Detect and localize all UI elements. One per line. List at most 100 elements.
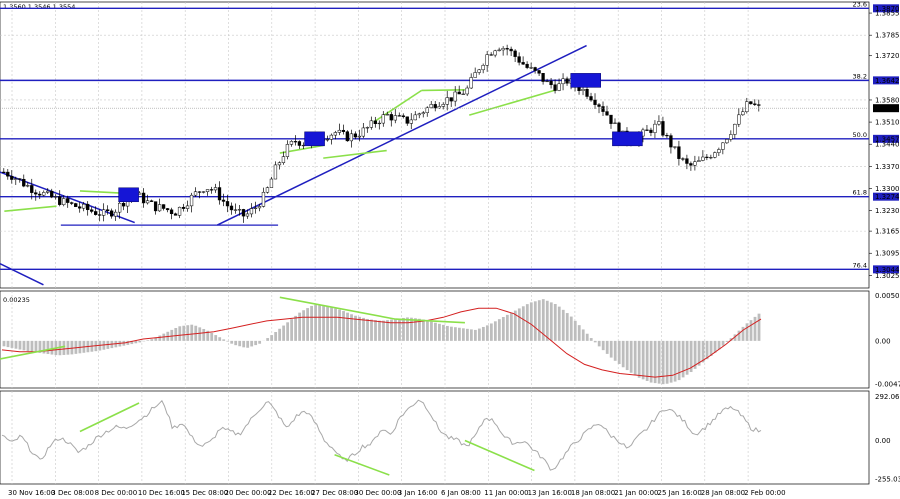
candle-body [525, 63, 529, 68]
candle-body [86, 203, 90, 211]
cci-tick-label: -255.0343 [875, 475, 900, 483]
candle-body [505, 48, 509, 50]
candle-body [745, 101, 749, 113]
candle-body [673, 146, 677, 148]
candle-body [489, 54, 493, 56]
candle-body [753, 103, 757, 105]
macd-green-divergence-line [0, 345, 66, 360]
price-tick-label: 1.3300 [875, 185, 900, 193]
candle-body [98, 214, 102, 216]
candle-body [393, 115, 397, 121]
candle-body [117, 202, 122, 213]
price-tick-label: 1.3230 [875, 207, 900, 215]
candle-body [669, 135, 673, 148]
candle-body [46, 190, 50, 193]
candle-body [585, 88, 589, 97]
macd-green-divergence-line [395, 318, 465, 324]
candle-body [221, 199, 226, 202]
candle-body [693, 161, 697, 166]
time-axis-label: 13 Jan 16:00 [528, 489, 572, 497]
candle-body [473, 72, 477, 78]
time-axis-label: 6 Jan 08:00 [441, 489, 481, 497]
price-tick-label: 1.3642 [875, 77, 900, 85]
candle-body [18, 178, 22, 180]
price-tick-label: 1.3044 [875, 266, 900, 274]
candle-body [649, 129, 653, 133]
candle-body [513, 50, 517, 57]
cci-line [1, 399, 762, 471]
time-axis-label: 30 Dec 00:00 [354, 489, 401, 497]
candle-body [30, 185, 34, 193]
price-tick-label: 1.3720 [875, 52, 900, 60]
macd-tick-label: -0.00478 [875, 381, 900, 389]
candle-body [725, 139, 729, 144]
candle-body [385, 114, 389, 116]
candle-body [297, 141, 302, 146]
candle-body [62, 198, 66, 205]
candle-body [545, 80, 549, 83]
candle-body [14, 178, 18, 180]
candle-body [421, 112, 425, 115]
price-tick-highlight [873, 134, 899, 143]
time-axis-label: 22 Dec 16:00 [268, 489, 315, 497]
green-divergence-line [421, 89, 465, 92]
green-divergence-line [373, 89, 422, 123]
price-tick-highlight [873, 192, 899, 201]
candle-body [537, 70, 541, 74]
candle-body [697, 160, 701, 162]
candle-body [677, 146, 681, 159]
candle-body [205, 189, 210, 192]
price-tick-label: 1.3370 [875, 163, 900, 171]
candle-body [285, 144, 290, 157]
candle-body [114, 211, 118, 217]
candle-body [261, 191, 266, 207]
candle-body [509, 48, 513, 52]
time-axis-label: 18 Jan 08:00 [571, 489, 615, 497]
candle-body [82, 203, 86, 209]
time-axis-label: 3 Jan 16:00 [398, 489, 438, 497]
candle-body [38, 193, 42, 196]
candle-body [717, 149, 721, 153]
candle-body [209, 189, 214, 191]
candle-body [217, 187, 222, 201]
macd-tick-label: 0.00 [875, 337, 891, 345]
candle-body [417, 113, 421, 116]
candle-body [737, 114, 741, 125]
candle-body [681, 158, 685, 160]
candle-body [581, 88, 585, 91]
candle-body [201, 191, 206, 193]
candle-body [241, 209, 246, 217]
candle-body [42, 192, 46, 196]
candle-body [225, 201, 230, 207]
candle-body [429, 104, 433, 109]
candle-body [657, 121, 661, 125]
annotation-box [304, 131, 325, 147]
time-axis-label: 2 Feb 00:00 [744, 489, 785, 497]
price-tick-highlight [873, 104, 899, 113]
price-tick-label: 1.3554 [875, 105, 900, 113]
candle-body [94, 211, 98, 215]
candle-body [281, 156, 286, 163]
annotation-box [612, 131, 643, 147]
time-axis-label: 11 Jan 00:00 [484, 489, 528, 497]
candle-body [401, 115, 405, 118]
candle-body [141, 192, 146, 204]
candle-body [405, 116, 409, 124]
main-panel-frame [0, 1, 870, 289]
price-tick-label: 1.3025 [875, 272, 900, 280]
macd-tick-label: 0.00501 [875, 292, 900, 300]
candle-body [34, 192, 38, 195]
candle-body [6, 171, 10, 177]
candle-body [333, 132, 338, 136]
candle-body [685, 158, 689, 164]
price-tick-label: 1.3095 [875, 250, 900, 258]
candle-body [253, 207, 258, 209]
candle-body [245, 213, 250, 217]
candle-body [269, 178, 274, 188]
candle-body [557, 83, 561, 91]
candle-body [437, 106, 441, 109]
candle-body [521, 62, 525, 65]
candle-body [593, 99, 597, 105]
candle-body [549, 80, 553, 85]
